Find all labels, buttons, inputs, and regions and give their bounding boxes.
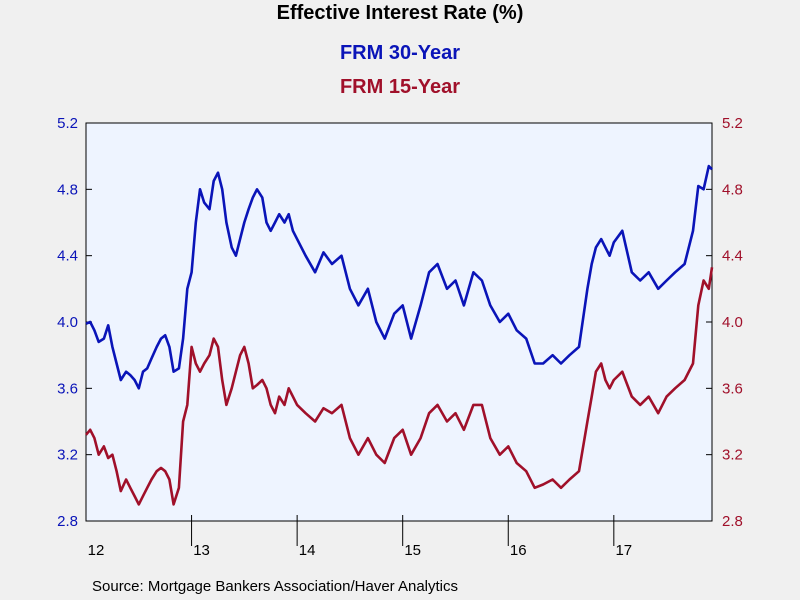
x-tick-label: 16 [510,542,527,559]
y-tick-label-right: 3.6 [722,380,743,397]
y-tick-label-right: 4.4 [722,248,743,265]
x-tick-label: 17 [615,542,632,559]
legend-series-1: FRM 30-Year [339,42,461,64]
y-tick-label-right: 4.8 [722,181,743,198]
plot-area [85,122,713,522]
y-tick-label-left: 2.8 [57,513,78,530]
x-tick-label: 13 [193,542,210,559]
x-tick-label: 12 [88,542,105,559]
x-tick-label: 15 [404,542,421,559]
y-tick-label-left: 4.8 [57,181,78,198]
legend-series-2: FRM 15-Year [339,76,461,98]
y-tick-label-left: 3.2 [57,447,78,464]
y-tick-label-left: 4.0 [57,314,78,331]
source-note: Source: Mortgage Bankers Association/Hav… [92,578,459,595]
y-tick-label-right: 4.0 [722,314,743,331]
series-line-2 [85,267,714,506]
chart-title: Effective Interest Rate (%) [276,2,524,24]
y-tick-label-right: 2.8 [722,513,743,530]
y-tick-label-right: 5.2 [722,115,743,132]
y-tick-label-left: 5.2 [57,115,78,132]
y-tick-label-left: 4.4 [57,248,78,265]
x-tick-label: 14 [299,542,316,559]
series-line-1 [85,164,713,390]
y-tick-label-left: 3.6 [57,380,78,397]
y-tick-label-right: 3.2 [722,447,743,464]
